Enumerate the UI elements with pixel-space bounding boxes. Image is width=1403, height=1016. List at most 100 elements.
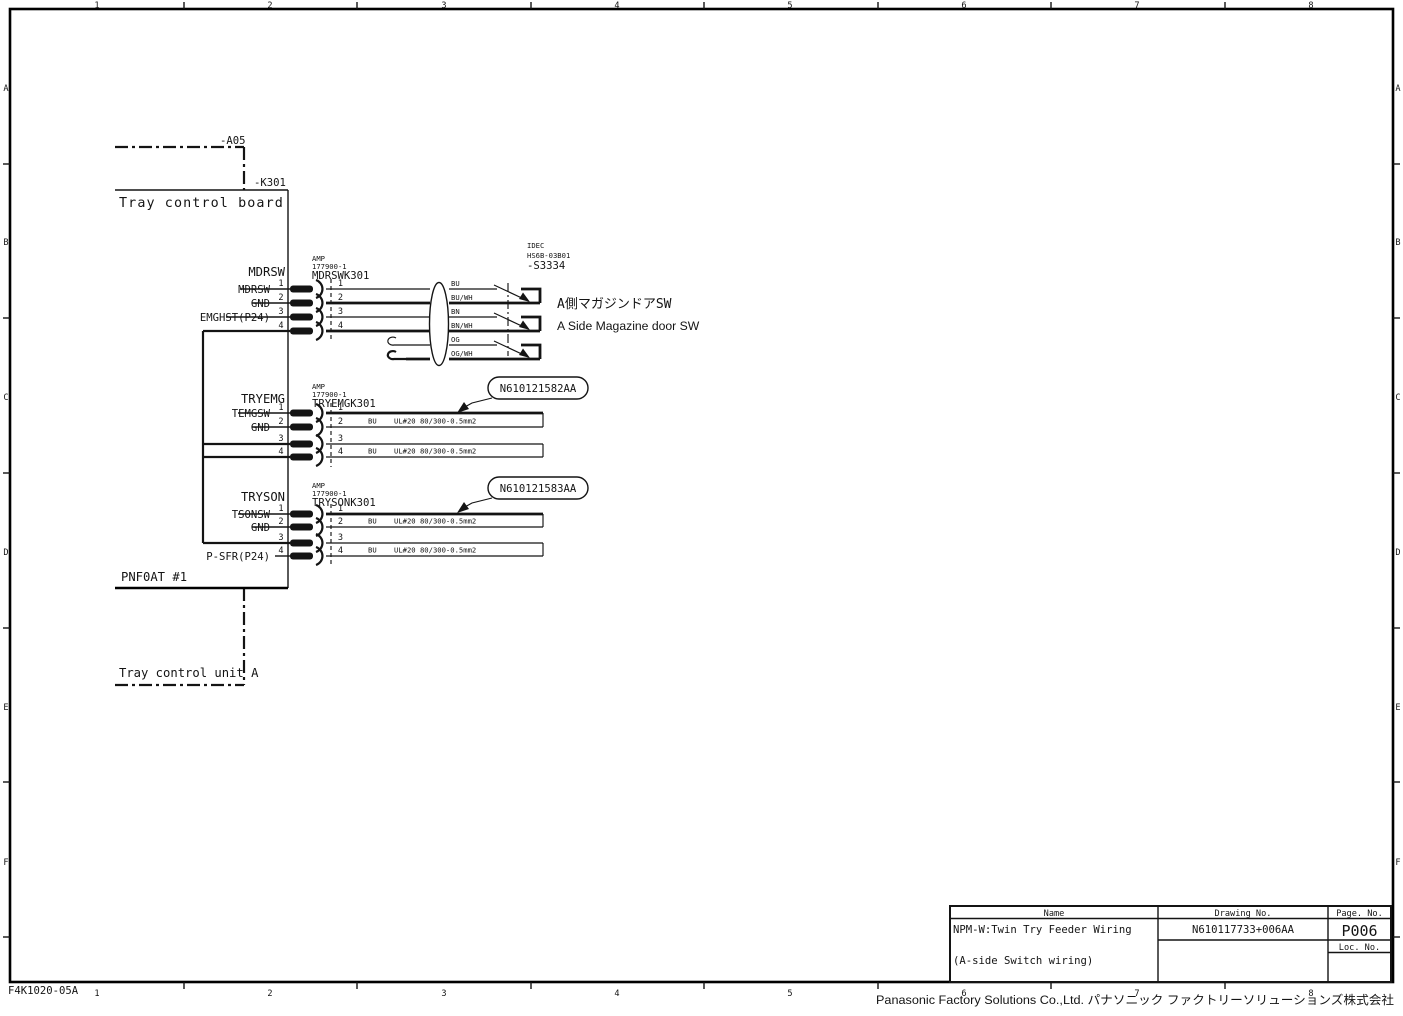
wire-spec-label: UL#20 80/300-0.5mm2 xyxy=(394,546,476,555)
switch-ref: -S3334 xyxy=(527,260,565,272)
pin-signal: GND xyxy=(251,298,270,310)
connector-group-label: MDRSW xyxy=(248,265,285,279)
connector-contacts xyxy=(290,278,324,342)
pin-number-left: 1 xyxy=(278,279,283,289)
pin-signal: GND xyxy=(251,522,270,534)
zone-row-right: C xyxy=(1395,393,1400,403)
zone-row-left: E xyxy=(3,703,8,713)
zone-row-right: D xyxy=(1395,548,1400,558)
zone-row-left: D xyxy=(3,548,8,558)
pin-number-left: 4 xyxy=(278,321,283,331)
wire-spec-label: UL#20 80/300-0.5mm2 xyxy=(394,517,476,526)
pin-number-left: 3 xyxy=(278,307,283,317)
connector-mfr: AMP xyxy=(312,382,325,391)
connector-mfr: AMP xyxy=(312,254,325,263)
pin-number-right: 3 xyxy=(338,533,343,543)
pin-number-left: 4 xyxy=(278,546,283,556)
zone-col-bottom: 5 xyxy=(787,989,792,999)
connector-mfr: AMP xyxy=(312,481,325,490)
pin-number-left: 1 xyxy=(278,403,283,413)
title-loc-header: Loc. No. xyxy=(1339,943,1380,953)
pin-signal: EMGHST(P24) xyxy=(200,312,270,324)
zone-col-bottom: 7 xyxy=(1134,989,1139,999)
connector-ref: TRYEMGK301 xyxy=(312,398,376,410)
zone-col-bottom: 1 xyxy=(94,989,99,999)
callout-tryemg: N610121582AA xyxy=(457,376,589,413)
wire-loops xyxy=(326,512,544,557)
harness-wires xyxy=(326,288,430,361)
pin-number-right: 1 xyxy=(338,403,343,413)
title-name-header: Name xyxy=(1044,909,1065,919)
zone-row-left: F xyxy=(3,858,8,868)
zone-col-top: 3 xyxy=(441,1,446,11)
pin-number-right: 1 xyxy=(338,504,343,514)
title-name-line2: (A-side Switch wiring) xyxy=(953,955,1093,967)
pin-number-right: 2 xyxy=(338,417,343,427)
callout-arrow xyxy=(457,502,469,513)
wire-spec-label: UL#20 80/300-0.5mm2 xyxy=(394,447,476,456)
connector-ref: MDRSWK301 xyxy=(312,270,369,282)
wire-color-label: BU xyxy=(368,546,377,555)
connector-mfr-part: 177900-1 xyxy=(312,262,347,271)
pin-number-right: 1 xyxy=(338,279,343,289)
zone-row-right: F xyxy=(1395,858,1400,868)
callout-part-number: N610121583AA xyxy=(500,483,577,495)
zone-row-left: A xyxy=(3,84,9,94)
zone-col-top: 7 xyxy=(1134,1,1139,11)
board-outline: -K301 Tray control board PNF0AT #1 xyxy=(115,177,289,590)
connector-contacts xyxy=(290,503,324,567)
pin-number-left: 2 xyxy=(278,517,283,527)
company-footer: Panasonic Factory Solutions Co.,Ltd. パナソ… xyxy=(876,992,1394,1007)
connector-contacts xyxy=(290,402,324,468)
title-drawing-header: Drawing No. xyxy=(1215,909,1272,919)
pin-signal: GND xyxy=(251,422,270,434)
switch-poles xyxy=(449,283,542,361)
connector-mfr-part: 177900-1 xyxy=(312,489,347,498)
frame-ticks-top xyxy=(183,2,1226,9)
title-page-number: P006 xyxy=(1341,922,1377,940)
connector-mfr-part: 177900-1 xyxy=(312,390,347,399)
wire-loops xyxy=(326,411,544,458)
ref-a05-label: -A05 xyxy=(220,135,246,147)
connector-mdrsw: MDRSW AMP 177900-1 MDRSWK301 MDRSW GND E… xyxy=(200,254,473,367)
wire-color-label: BU/WH xyxy=(451,293,473,302)
form-number: F4K1020-05A xyxy=(8,985,79,997)
pnf0at-label: PNF0AT #1 xyxy=(121,570,187,584)
zone-col-bottom: 2 xyxy=(267,989,272,999)
drawing-frame: 1 2 3 4 5 6 7 8 1 2 3 4 5 6 7 8 A B C D … xyxy=(3,1,1401,999)
zone-row-left: C xyxy=(3,393,8,403)
cable-bundle xyxy=(428,281,450,367)
pin-signal: P-SFR(P24) xyxy=(206,551,270,563)
frame-ticks-left xyxy=(3,163,10,938)
title-page-header: Page. No. xyxy=(1336,909,1383,919)
board-title: Tray control board xyxy=(119,196,284,211)
wire-color-label: BU xyxy=(368,447,377,456)
frame-ticks-right xyxy=(1393,163,1400,938)
pin-number-left: 1 xyxy=(278,504,283,514)
callout-arrow xyxy=(457,402,469,413)
zone-col-top: 6 xyxy=(961,1,966,11)
pin-number-right: 3 xyxy=(338,307,343,317)
unit-a-label: Tray control unit A xyxy=(119,666,259,680)
zone-col-top: 5 xyxy=(787,1,792,11)
switch-name-en: A Side Magazine door SW xyxy=(557,319,700,333)
connector-ref: TRYSONK301 xyxy=(312,497,376,509)
connector-tryson: TRYSON AMP 177900-1 TRYSONK301 TSONSW GN… xyxy=(206,476,589,567)
unit-boundaries: -A05 Tray control unit A xyxy=(115,135,259,687)
zone-col-top: 1 xyxy=(94,1,99,11)
pin-number-left: 2 xyxy=(278,417,283,427)
pin-number-right: 4 xyxy=(338,546,343,556)
ref-k301-label: -K301 xyxy=(254,177,286,189)
switch-mfr: IDEC xyxy=(527,241,544,250)
wire-color-label: OG xyxy=(451,335,460,344)
pin-number-right: 2 xyxy=(338,293,343,303)
wire-color-label: BN/WH xyxy=(451,321,473,330)
magazine-door-switch: IDEC HS6B-03B01 -S3334 A側マガジンドアSW A Side… xyxy=(449,241,700,361)
zone-col-bottom: 6 xyxy=(961,989,966,999)
zone-row-right: E xyxy=(1395,703,1400,713)
frame-border xyxy=(8,7,1395,984)
title-block: Name Drawing No. Page. No. NPM-W:Twin Tr… xyxy=(949,905,1392,983)
connector-group-label: TRYSON xyxy=(241,490,285,504)
pin-number-left: 3 xyxy=(278,434,283,444)
